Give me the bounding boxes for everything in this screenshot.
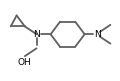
Text: N: N bbox=[94, 30, 101, 39]
Text: OH: OH bbox=[18, 58, 32, 67]
Text: N: N bbox=[33, 30, 40, 39]
